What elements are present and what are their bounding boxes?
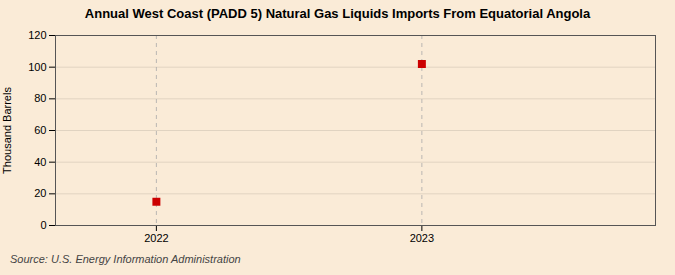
html-text:Source: U.S. Energy Informatio: Source: U.S. Energy Information Administ… [10, 253, 241, 265]
svg-text:0: 0 [40, 219, 46, 231]
svg-text:100: 100 [28, 61, 46, 73]
svg-text:2022: 2022 [144, 232, 168, 244]
svg-text:80: 80 [34, 92, 46, 104]
svg-text:2023: 2023 [410, 232, 434, 244]
svg-text:Thousand Barrels: Thousand Barrels [1, 87, 13, 174]
svg-text:120: 120 [28, 29, 46, 41]
html-text:Annual West Coast (PADD 5) Nat: Annual West Coast (PADD 5) Natural Gas L… [84, 6, 591, 21]
svg-text:60: 60 [34, 124, 46, 136]
svg-text:20: 20 [34, 187, 46, 199]
svg-text:40: 40 [34, 156, 46, 168]
